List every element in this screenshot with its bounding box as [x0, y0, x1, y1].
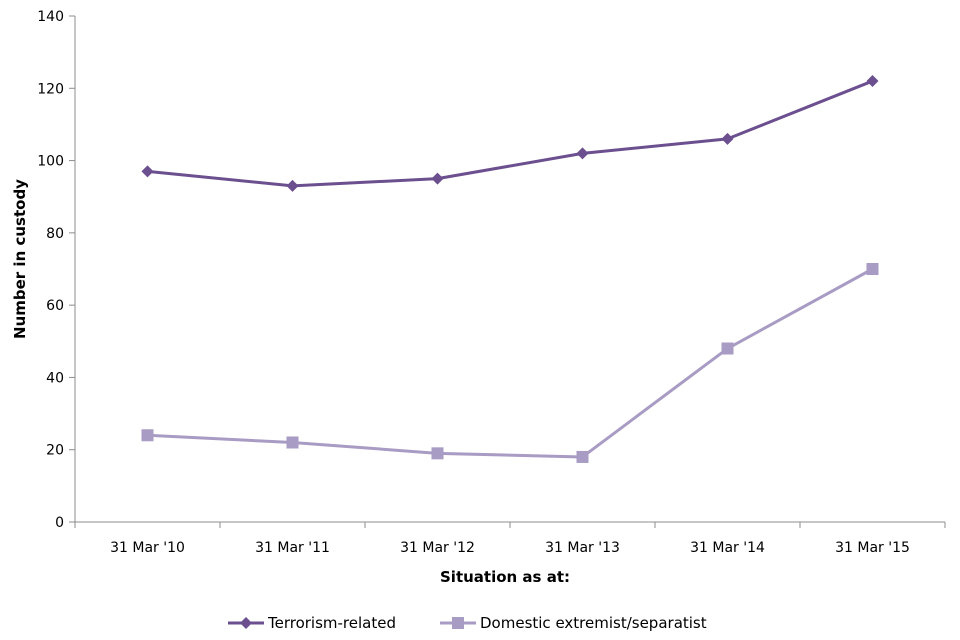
data-point [141, 429, 154, 442]
legend: Terrorism-related Domestic extremist/sepa… [228, 614, 707, 632]
series-2 [141, 263, 879, 463]
data-point [866, 75, 879, 88]
legend-label: Domestic extremist/separatist [480, 614, 707, 632]
x-tick-label: 31 Mar '12 [400, 540, 475, 556]
y-tick-label: 0 [55, 515, 64, 531]
legend-item-1: Terrorism-related [228, 614, 396, 632]
series-1 [141, 75, 879, 192]
data-point [286, 436, 299, 449]
data-point [286, 179, 299, 192]
data-point [141, 165, 154, 178]
data-point [866, 263, 879, 275]
x-tick-label: 31 Mar '13 [545, 540, 620, 556]
y-tick-label: 20 [46, 443, 64, 459]
x-tick-label: 31 Mar '14 [690, 540, 765, 556]
x-axis-ticks: 31 Mar '10 31 Mar '11 31 Mar '12 31 Mar '13… [74, 522, 946, 556]
series-line [147, 267, 874, 459]
y-tick-label: 60 [46, 298, 64, 314]
legend-marker [240, 617, 252, 629]
x-tick-label: 31 Mar '15 [835, 540, 910, 556]
data-point [576, 147, 589, 160]
x-tick-label: 31 Mar '10 [110, 540, 185, 556]
series-layer [141, 75, 879, 463]
y-axis-ticks: 0 20 40 60 80 100 120 140 [37, 9, 75, 531]
legend-marker [452, 617, 464, 629]
y-axis-title: Number in custody [11, 179, 29, 339]
y-tick-label: 140 [37, 9, 64, 25]
data-point [431, 172, 444, 185]
y-tick-label: 100 [37, 154, 64, 170]
data-point [721, 132, 734, 145]
data-point [431, 447, 444, 460]
y-tick-label: 120 [37, 81, 64, 97]
x-axis-title: Situation as at: [440, 568, 570, 586]
y-tick-label: 80 [46, 226, 64, 242]
legend-item-2: Domestic extremist/separatist [440, 614, 707, 632]
series-line [147, 79, 874, 188]
x-tick-label: 31 Mar '11 [255, 540, 330, 556]
axes [74, 16, 945, 523]
y-tick-label: 40 [46, 370, 64, 386]
legend-label: Terrorism-related [267, 614, 396, 632]
data-point [576, 450, 589, 463]
data-point [721, 342, 734, 355]
